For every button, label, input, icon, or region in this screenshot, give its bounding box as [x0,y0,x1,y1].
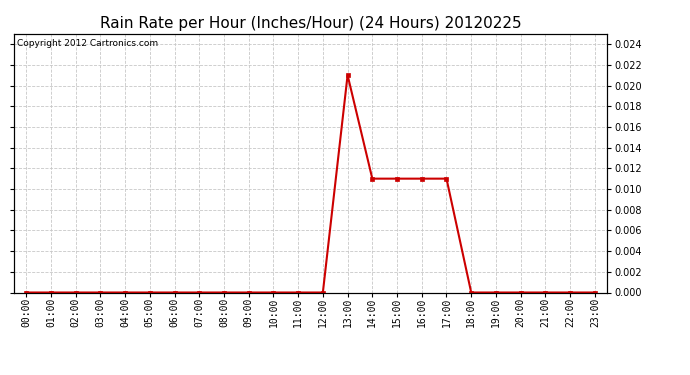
Title: Rain Rate per Hour (Inches/Hour) (24 Hours) 20120225: Rain Rate per Hour (Inches/Hour) (24 Hou… [99,16,522,31]
Text: Copyright 2012 Cartronics.com: Copyright 2012 Cartronics.com [17,39,158,48]
